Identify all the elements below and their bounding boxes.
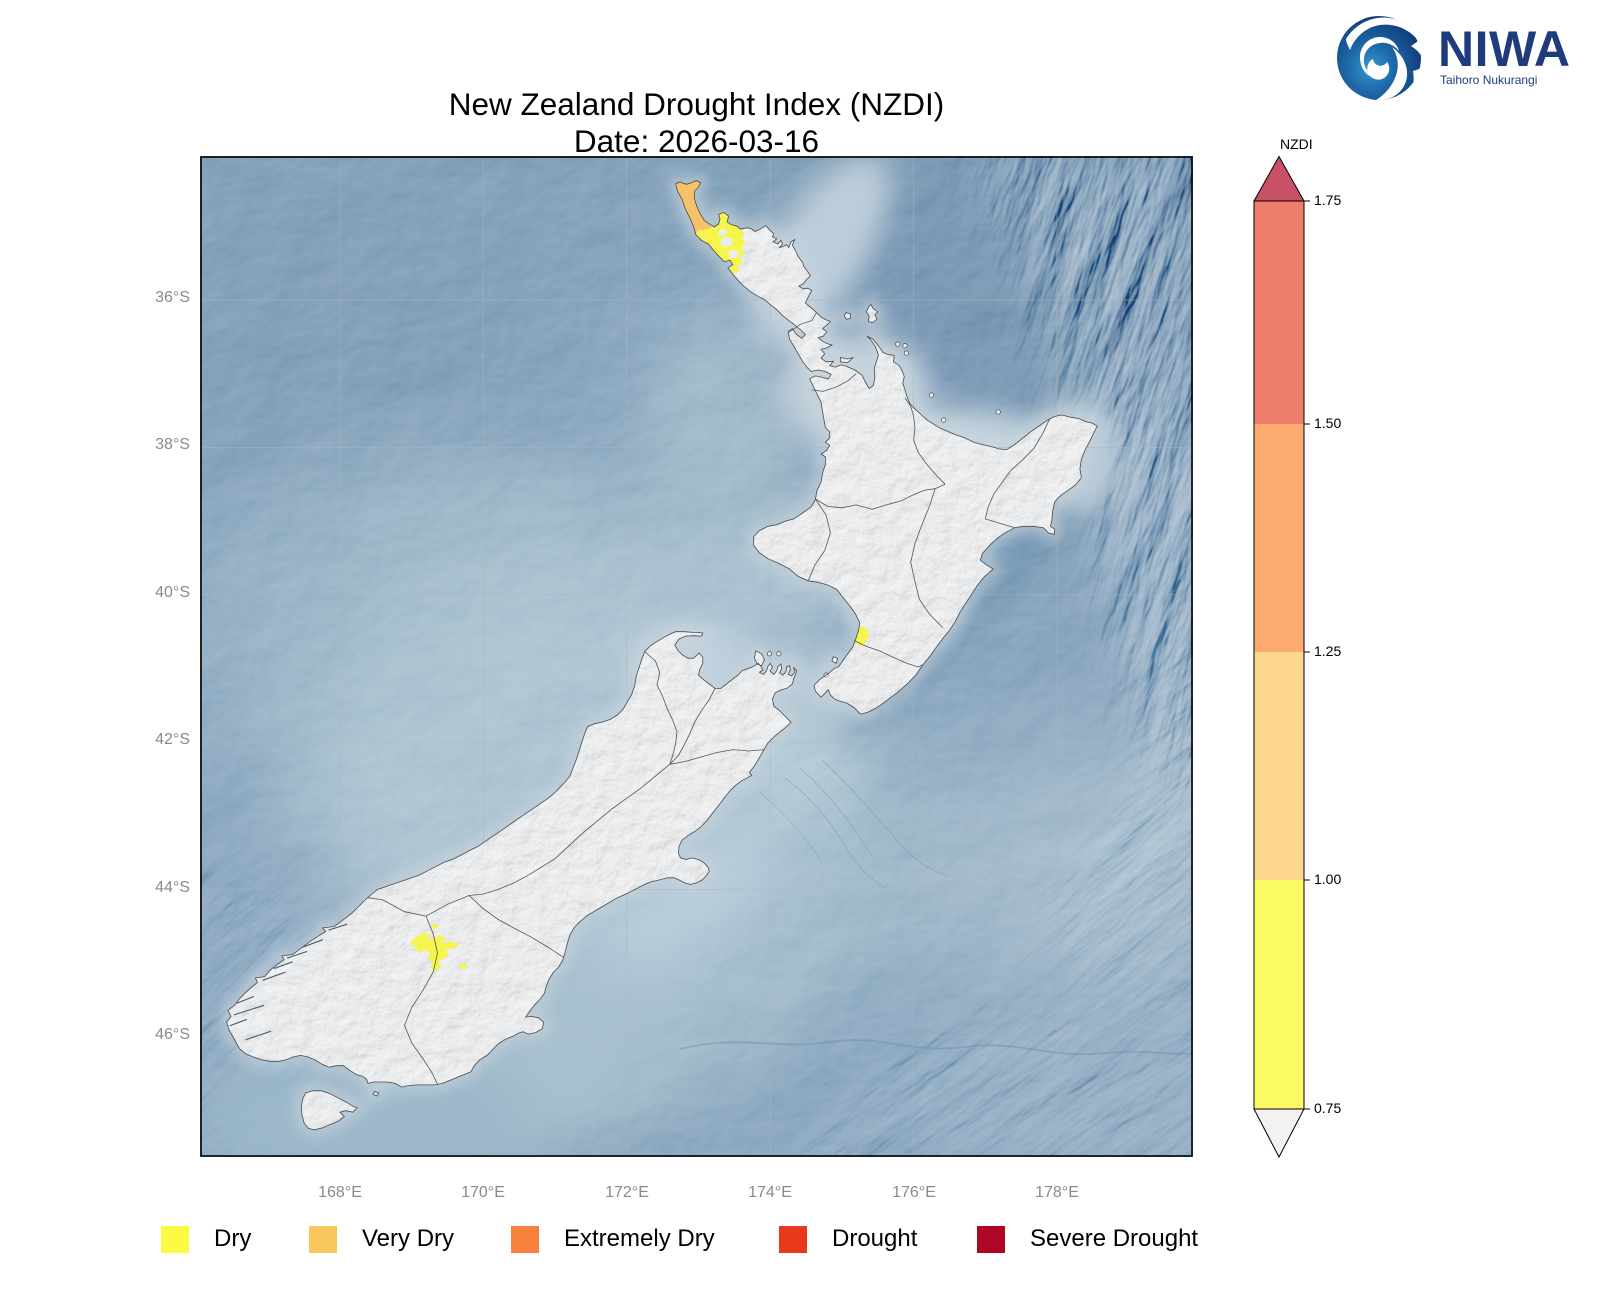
svg-text:Taihoro Nukurangi: Taihoro Nukurangi bbox=[1440, 73, 1537, 87]
svg-text:NIWA: NIWA bbox=[1438, 21, 1571, 77]
